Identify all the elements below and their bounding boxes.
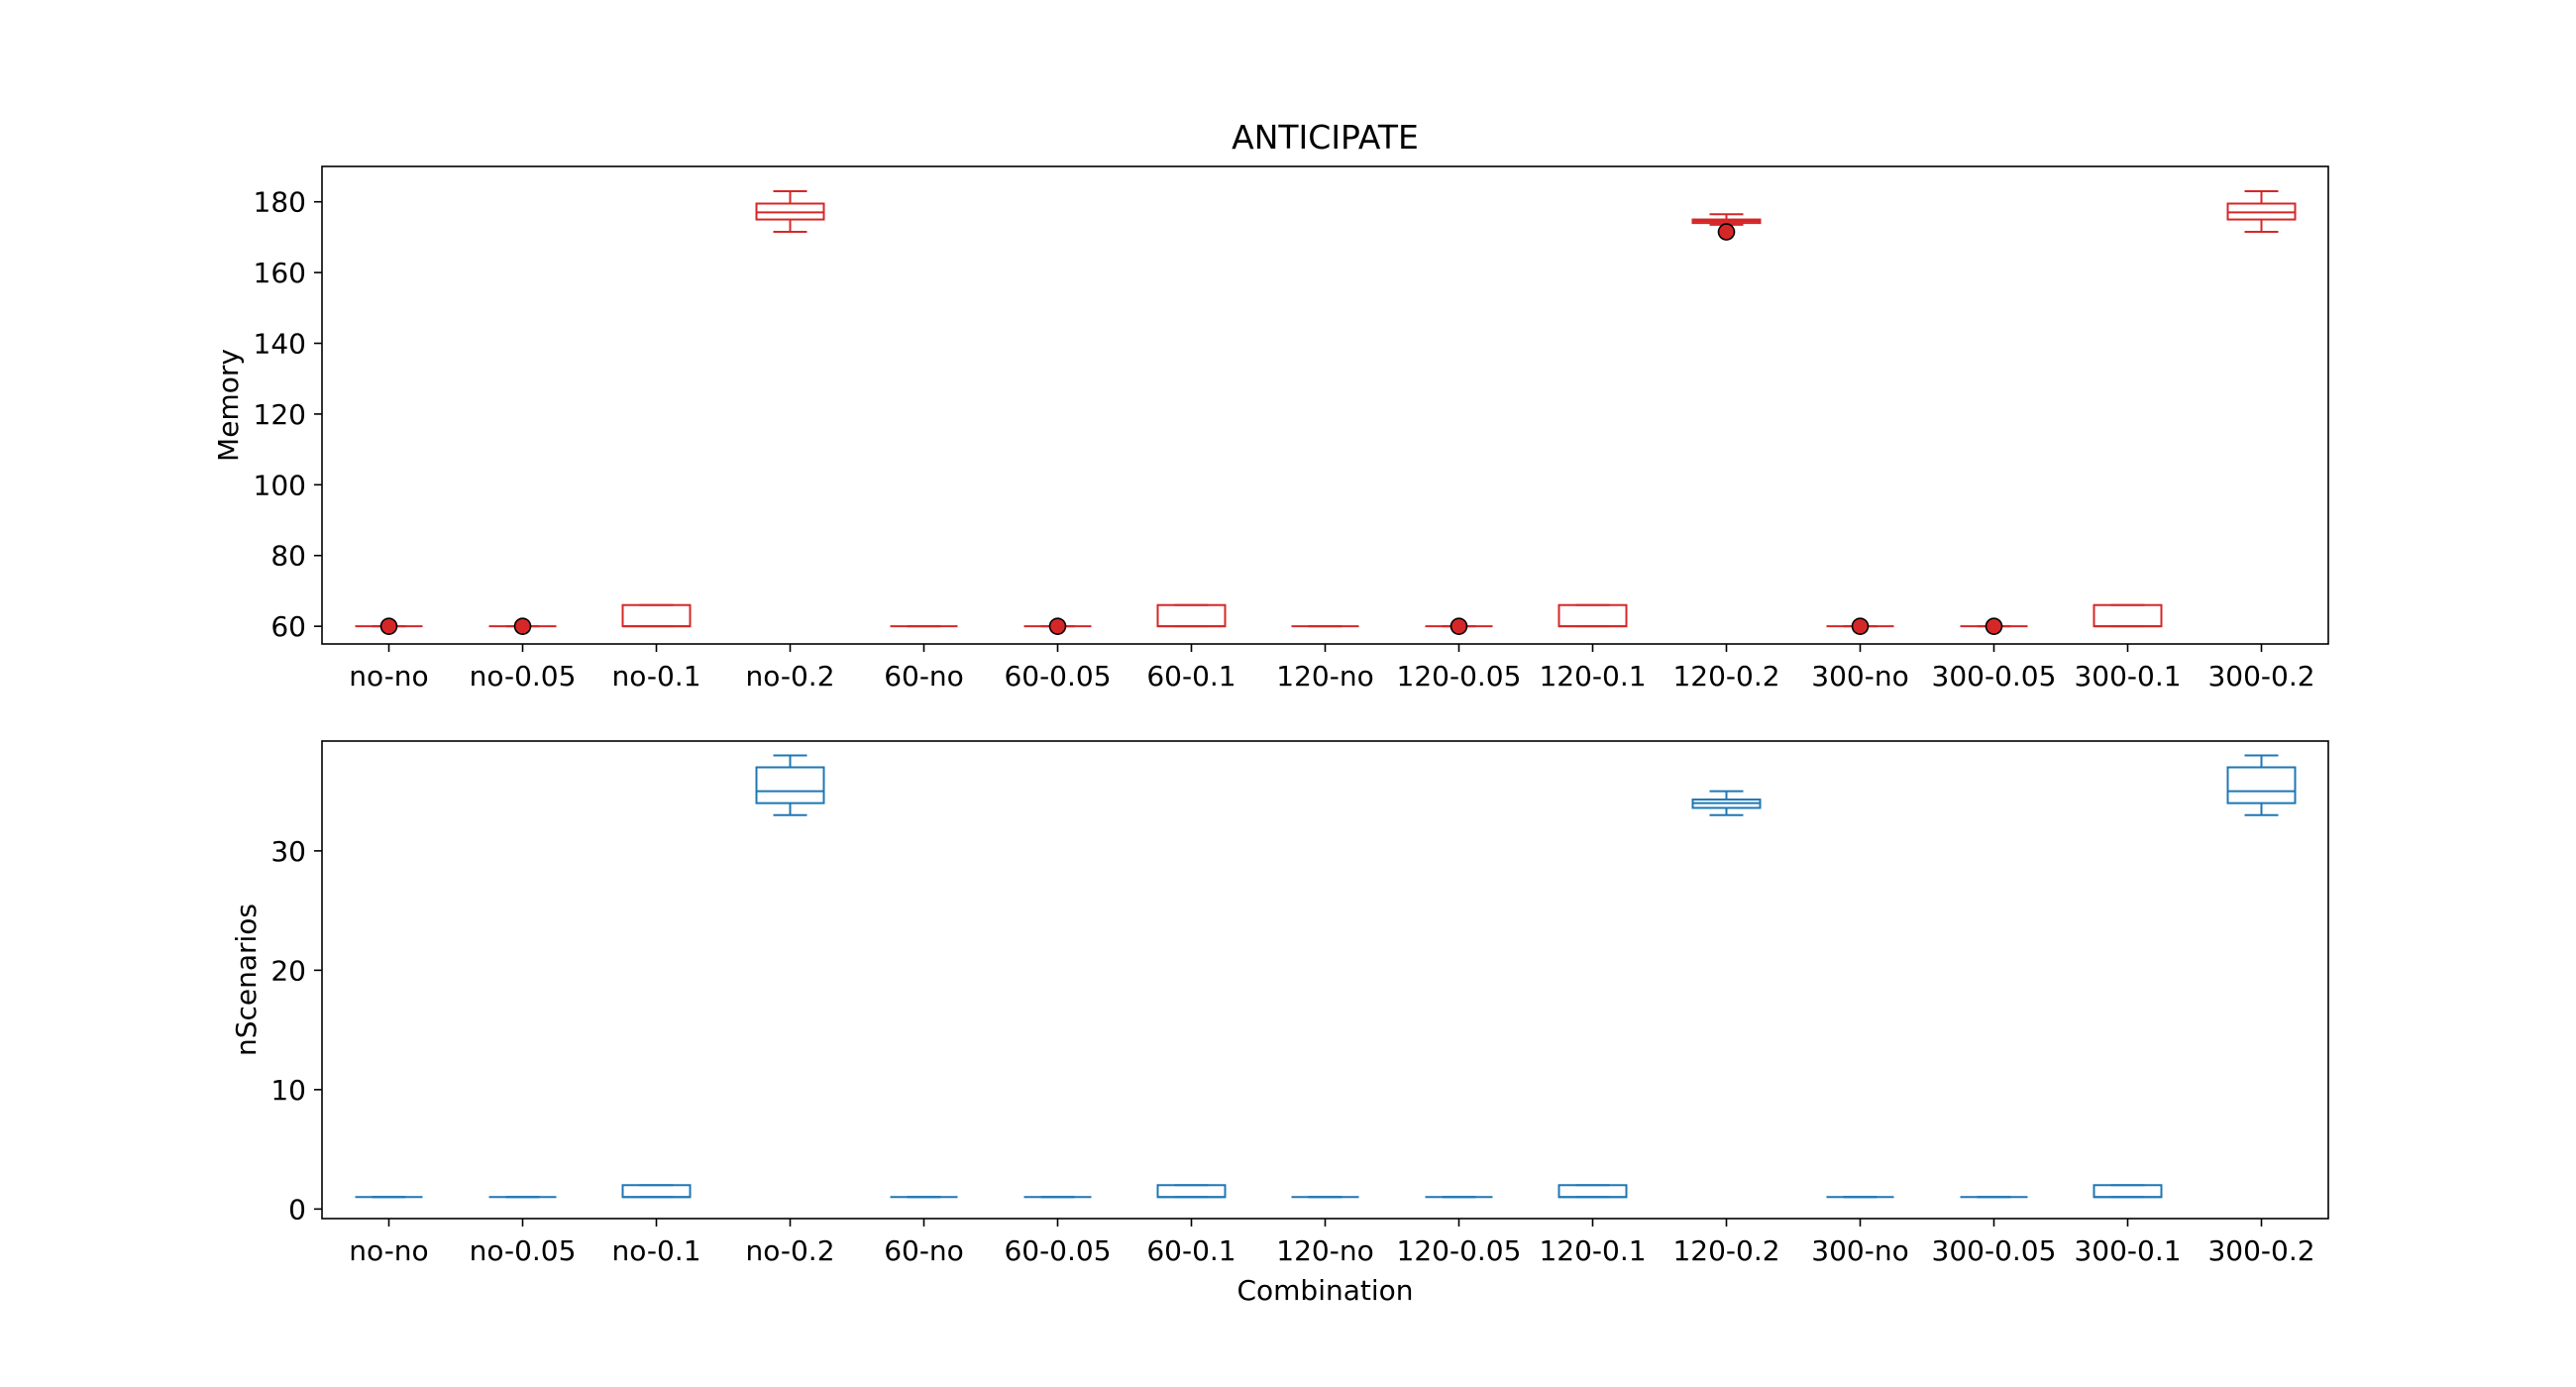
x-tick-label: 60-0.1 xyxy=(1146,660,1235,693)
y-tick-label: 120 xyxy=(254,398,306,431)
y-tick-label: 60 xyxy=(270,610,306,643)
x-tick-label: 60-no xyxy=(884,660,964,693)
box-300-no xyxy=(1826,617,1894,635)
box-60-0.1 xyxy=(1156,1184,1227,1199)
y-tick-label: 100 xyxy=(254,469,306,501)
box-300-0.05 xyxy=(1960,617,2028,635)
y-axis-label: Memory xyxy=(212,349,245,462)
y-tick-label: 160 xyxy=(254,257,306,289)
box-60-0.1 xyxy=(1156,603,1227,628)
y-tick-label: 80 xyxy=(270,540,306,573)
y-axis-label: nScenarios xyxy=(230,904,263,1056)
box-120-0.2 xyxy=(1691,790,1762,816)
memory-panel: 60 80 100 120 140 160 180 no-no no-0.05 no-0.1 no-… xyxy=(212,118,2329,693)
box-300-0.2 xyxy=(2226,754,2297,816)
nscenarios-panel: 0 10 20 30 no-no no-0.05 no-0.1 no-0.2 60-no 60-0… xyxy=(230,740,2329,1307)
x-tick-label: 60-0.1 xyxy=(1146,1234,1235,1267)
flier-point xyxy=(1985,617,2003,635)
x-tick-label: 300-0.2 xyxy=(2207,1234,2314,1267)
x-tick-label: no-0.2 xyxy=(745,660,834,693)
x-tick-label: 120-0.2 xyxy=(1672,660,1779,693)
box-no-0.1 xyxy=(621,603,692,628)
flier-point xyxy=(1449,617,1468,635)
box-300-0.1 xyxy=(2093,603,2163,628)
box-300-0.2 xyxy=(2226,189,2297,234)
box-no-0.2 xyxy=(755,754,825,816)
x-tick-label: 120-0.1 xyxy=(1539,1234,1646,1267)
box-120-0.05 xyxy=(1425,617,1493,635)
y-tick-label: 30 xyxy=(270,835,306,868)
x-tick-label: 300-0.05 xyxy=(1932,660,2057,693)
y-tick-label: 20 xyxy=(270,954,306,987)
box-no-0.05 xyxy=(488,617,557,635)
x-tick-label: 300-0.1 xyxy=(2074,1234,2181,1267)
x-axis-label: Combination xyxy=(1236,1274,1413,1307)
x-tick-label: no-0.2 xyxy=(745,1234,834,1267)
x-tick-label: 60-0.05 xyxy=(1004,660,1111,693)
box-iqr xyxy=(2226,766,2297,804)
x-tick-label: 120-0.05 xyxy=(1397,660,1522,693)
box-120-0.1 xyxy=(1557,603,1628,628)
y-tick-label: 10 xyxy=(270,1074,306,1107)
box-no-0.1 xyxy=(621,1184,692,1199)
y-tick-label: 180 xyxy=(254,186,306,219)
box-iqr xyxy=(755,766,825,804)
x-tick-label: 60-no xyxy=(884,1234,964,1267)
y-tick-label: 140 xyxy=(254,328,306,361)
x-tick-label: no-0.1 xyxy=(611,660,700,693)
flier-point xyxy=(1717,223,1736,241)
x-tick-label: no-0.05 xyxy=(470,660,577,693)
x-tick-label: no-0.05 xyxy=(470,1234,577,1267)
flier-point xyxy=(379,617,398,635)
x-tick-label: 300-no xyxy=(1811,1234,1908,1267)
x-tick-label: 300-0.2 xyxy=(2207,660,2314,693)
x-tick-label: 120-no xyxy=(1276,1234,1373,1267)
flier-point xyxy=(513,617,532,635)
box-no-0.2 xyxy=(755,189,825,234)
x-tick-label: no-no xyxy=(349,1234,428,1267)
flier-point xyxy=(1851,617,1870,635)
x-tick-label: 300-no xyxy=(1811,660,1908,693)
box-no-no xyxy=(355,617,423,635)
x-tick-label: 300-0.05 xyxy=(1932,1234,2057,1267)
box-120-0.1 xyxy=(1557,1184,1628,1199)
y-tick-label: 0 xyxy=(288,1193,306,1226)
x-tick-label: 120-0.05 xyxy=(1397,1234,1522,1267)
x-tick-label: 60-0.05 xyxy=(1004,1234,1111,1267)
x-tick-label: 120-0.2 xyxy=(1672,1234,1779,1267)
box-120-0.2 xyxy=(1691,213,1762,241)
x-tick-label: 120-0.1 xyxy=(1539,660,1646,693)
x-tick-label: 120-no xyxy=(1276,660,1373,693)
flier-point xyxy=(1048,617,1067,635)
chart-title: ANTICIPATE xyxy=(1232,118,1419,157)
x-tick-label: 300-0.1 xyxy=(2074,660,2181,693)
box-60-0.05 xyxy=(1023,617,1092,635)
x-tick-label: no-0.1 xyxy=(611,1234,700,1267)
box-300-0.1 xyxy=(2093,1184,2163,1199)
x-tick-label: no-no xyxy=(349,660,428,693)
